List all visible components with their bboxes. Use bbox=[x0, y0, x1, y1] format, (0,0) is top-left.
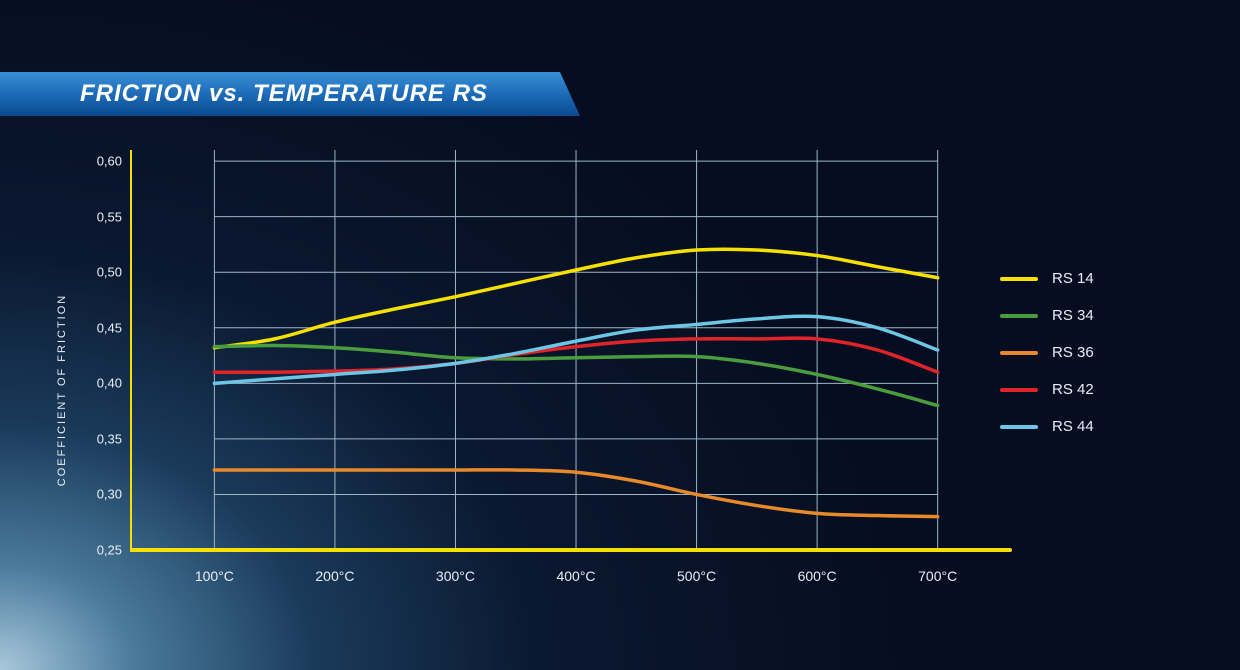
y-tick-label: 0,30 bbox=[90, 487, 122, 502]
y-tick-label: 0,55 bbox=[90, 209, 122, 224]
legend-swatch bbox=[1000, 314, 1038, 318]
legend-swatch bbox=[1000, 277, 1038, 281]
plot-area bbox=[130, 150, 1030, 570]
legend-item-rs36: RS 36 bbox=[1000, 344, 1094, 361]
y-tick-label: 0,40 bbox=[90, 376, 122, 391]
legend-swatch bbox=[1000, 388, 1038, 392]
y-tick-label: 0,45 bbox=[90, 320, 122, 335]
title-band: FRICTION vs. TEMPERATURE RS bbox=[0, 72, 580, 116]
legend-swatch bbox=[1000, 351, 1038, 355]
y-axis-label: COEFFICIENT OF FRICTION bbox=[56, 294, 68, 486]
legend-label: RS 44 bbox=[1052, 418, 1094, 435]
legend-label: RS 34 bbox=[1052, 307, 1094, 324]
x-tick-label: 100°C bbox=[195, 568, 234, 584]
legend-item-rs14: RS 14 bbox=[1000, 270, 1094, 287]
legend-item-rs34: RS 34 bbox=[1000, 307, 1094, 324]
x-tick-label: 300°C bbox=[436, 568, 475, 584]
y-tick-label: 0,60 bbox=[90, 154, 122, 169]
x-tick-label: 700°C bbox=[918, 568, 957, 584]
legend: RS 14 RS 34 RS 36 RS 42 RS 44 bbox=[1000, 270, 1094, 435]
legend-label: RS 14 bbox=[1052, 270, 1094, 287]
x-tick-label: 600°C bbox=[798, 568, 837, 584]
legend-label: RS 36 bbox=[1052, 344, 1094, 361]
x-tick-label: 400°C bbox=[556, 568, 595, 584]
legend-label: RS 42 bbox=[1052, 381, 1094, 398]
y-tick-label: 0,35 bbox=[90, 431, 122, 446]
chart-title: FRICTION vs. TEMPERATURE RS bbox=[80, 80, 488, 108]
y-tick-label: 0,25 bbox=[90, 543, 122, 558]
legend-item-rs44: RS 44 bbox=[1000, 418, 1094, 435]
legend-swatch bbox=[1000, 425, 1038, 429]
y-tick-label: 0,50 bbox=[90, 265, 122, 280]
friction-chart: COEFFICIENT OF FRICTION 0,250,300,350,40… bbox=[80, 150, 1160, 630]
x-tick-label: 200°C bbox=[315, 568, 354, 584]
legend-item-rs42: RS 42 bbox=[1000, 381, 1094, 398]
x-tick-label: 500°C bbox=[677, 568, 716, 584]
